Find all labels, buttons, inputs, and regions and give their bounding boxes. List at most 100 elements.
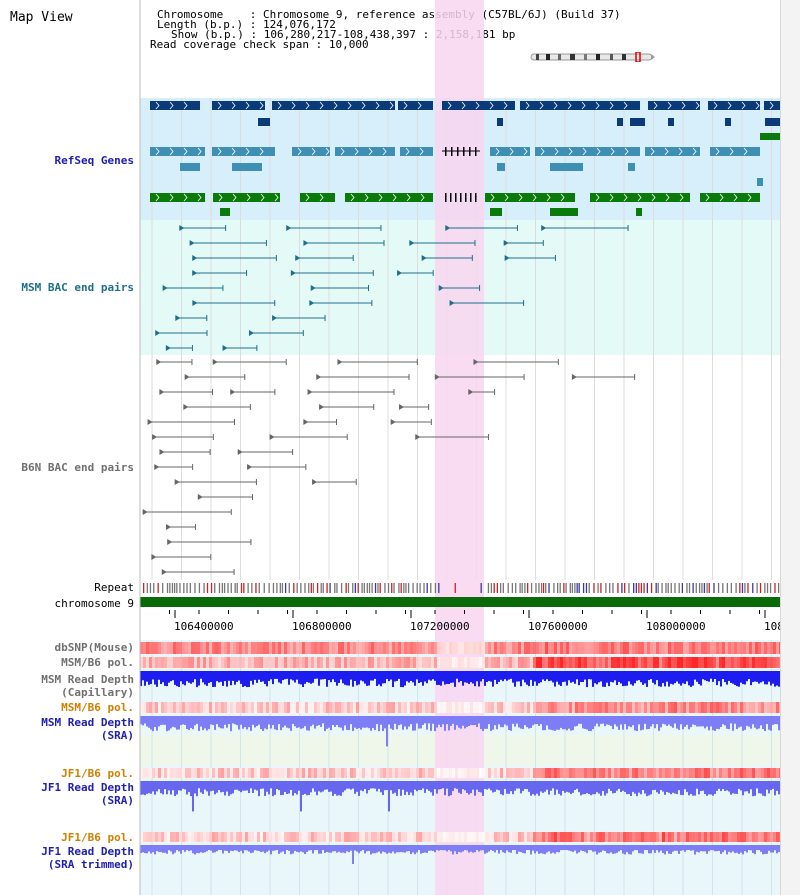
bac-end-marker [147, 419, 153, 425]
depth-bar [246, 716, 248, 730]
depth-bar [300, 845, 302, 852]
heat-cell [647, 768, 650, 778]
heat-cell [698, 768, 701, 778]
heat-cell [386, 768, 389, 778]
heat-cell [359, 768, 362, 778]
repeat-feature [198, 583, 201, 593]
heat-cell [311, 832, 314, 842]
depth-bar [206, 781, 208, 792]
vertical-scrollbar[interactable] [780, 0, 800, 895]
heat-cell [761, 832, 764, 842]
heat-cell [263, 642, 266, 654]
heat-cell [518, 768, 521, 778]
strand-arrow [651, 193, 656, 202]
heat-cell [440, 702, 443, 713]
depth-bar [698, 671, 700, 685]
gene-exon [463, 147, 465, 156]
heat-cell [437, 702, 440, 713]
jf1-b6-pol-label-2[interactable]: JF1/B6 pol. [61, 831, 134, 844]
heat-cell [416, 657, 419, 668]
b6n-bac-label[interactable]: B6N BAC end pairs [21, 461, 134, 474]
heat-cell [227, 642, 230, 654]
heat-cell [158, 642, 161, 654]
depth-bar [340, 781, 342, 796]
chromosome-ideogram[interactable] [530, 52, 655, 62]
depth-bar [186, 671, 188, 682]
gene-feature [335, 147, 395, 156]
depth-bar [732, 781, 734, 794]
depth-bar [730, 671, 732, 683]
repeat-feature [416, 583, 418, 593]
depth-bar [710, 671, 712, 679]
heat-cell [575, 832, 578, 842]
heat-cell [647, 702, 650, 713]
heat-cell [344, 768, 347, 778]
heat-cell [335, 657, 338, 668]
heat-cell [380, 832, 383, 842]
depth-bar [464, 845, 466, 850]
heat-cell [752, 832, 755, 842]
heat-cell [734, 768, 737, 778]
depth-bar [748, 716, 750, 727]
heat-cell [662, 768, 665, 778]
heat-cell [485, 702, 488, 713]
heat-cell [623, 657, 626, 668]
depth-bar [492, 781, 494, 793]
bac-end-marker [303, 240, 309, 246]
heat-cell [443, 657, 446, 668]
heat-cell [731, 768, 734, 778]
heat-cell [359, 642, 362, 654]
depth-bar [324, 716, 326, 732]
depth-bar [212, 671, 214, 687]
dbsnp-label[interactable]: dbSNP(Mouse) [54, 641, 134, 654]
depth-bar [428, 716, 430, 724]
depth-bar [192, 781, 194, 812]
heat-cell [446, 768, 449, 778]
heat-cell [569, 642, 572, 654]
repeat-feature [263, 583, 265, 593]
depth-bar [558, 781, 560, 794]
msm-bac-label[interactable]: MSM BAC end pairs [21, 281, 134, 294]
depth-bar [338, 716, 340, 728]
heat-cell [530, 657, 533, 668]
heat-cell [569, 768, 572, 778]
depth-bar [416, 716, 418, 724]
msm-b6-pol-label-2[interactable]: MSM/B6 pol. [61, 701, 134, 714]
depth-bar [226, 845, 228, 851]
heat-cell [584, 702, 587, 713]
heat-cell [740, 642, 743, 654]
heat-cell [260, 642, 263, 654]
heat-cell [491, 768, 494, 778]
heat-cell [236, 832, 239, 842]
depth-bar [718, 845, 720, 851]
depth-bar [258, 845, 260, 851]
msm-depth-capillary-label[interactable]: MSM Read Depth (Capillary) [41, 673, 134, 699]
msm-depth-sra-label[interactable]: MSM Read Depth (SRA) [41, 716, 134, 742]
jf1-depth-sra-label[interactable]: JF1 Read Depth (SRA) [41, 781, 134, 807]
heat-cell [347, 768, 350, 778]
depth-bar [746, 845, 748, 853]
jf1-b6-pol-label[interactable]: JF1/B6 pol. [61, 767, 134, 780]
heat-cell [386, 832, 389, 842]
depth-bar [750, 671, 752, 686]
depth-bar [144, 671, 146, 686]
heat-cell [290, 657, 293, 668]
repeat-feature [206, 583, 209, 593]
heat-cell [485, 642, 488, 654]
refseq-genes-label[interactable]: RefSeq Genes [54, 154, 134, 167]
depth-bar [582, 845, 584, 852]
heat-cell [725, 768, 728, 778]
msm-b6-pol-label[interactable]: MSM/B6 pol. [61, 656, 134, 669]
msm-depth-capillary-line1: MSM Read Depth [41, 673, 134, 686]
depth-bar [690, 781, 692, 795]
heat-cell [299, 832, 302, 842]
jf1-depth-trimmed-label[interactable]: JF1 Read Depth (SRA trimmed) [41, 845, 134, 871]
depth-bar [238, 781, 240, 791]
heat-cell [587, 657, 590, 668]
repeat-feature [635, 583, 637, 593]
heat-cell [272, 702, 275, 713]
heat-cell [182, 657, 185, 668]
depth-bar [594, 845, 596, 852]
heat-cell [311, 657, 314, 668]
heat-cell [473, 702, 476, 713]
